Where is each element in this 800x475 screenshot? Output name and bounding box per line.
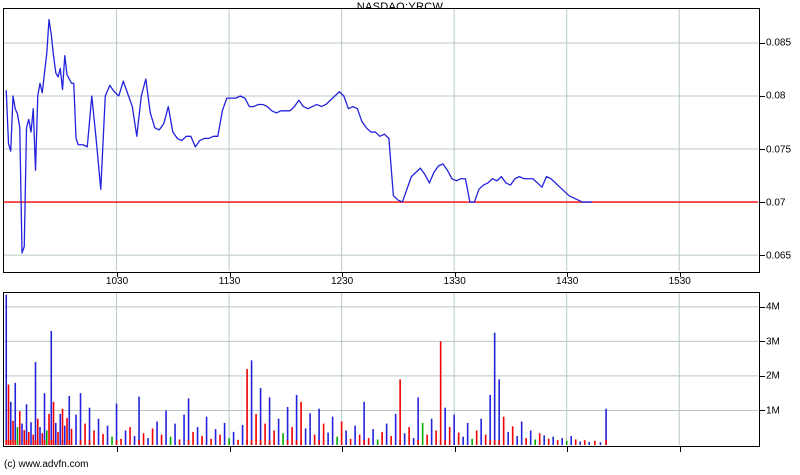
price-x-tick-1430: 1430 bbox=[556, 276, 579, 287]
volume-y-tick-1M: 1M bbox=[766, 405, 780, 417]
price-x-tickmark bbox=[117, 273, 119, 277]
volume-chart-svg bbox=[4, 293, 758, 445]
volume-y-tick-2M: 2M bbox=[766, 370, 780, 382]
volume-y-tickmark bbox=[760, 341, 765, 343]
price-y-tickmark bbox=[760, 95, 765, 97]
price-x-tickmark bbox=[229, 273, 231, 277]
volume-y-tickmark bbox=[760, 375, 765, 377]
volume-y-tick-3M: 3M bbox=[766, 336, 780, 348]
volume-y-tickmark bbox=[760, 410, 765, 412]
price-x-tickmark bbox=[679, 273, 681, 277]
copyright-footer: (c) www.advfn.com bbox=[4, 459, 89, 470]
price-y-tickmark bbox=[760, 42, 765, 44]
price-x-tick-1330: 1330 bbox=[443, 276, 466, 287]
price-x-tickmark bbox=[342, 273, 344, 277]
price-y-tick-0.07: 0.07 bbox=[766, 197, 786, 209]
price-y-tick-0.085: 0.085 bbox=[766, 37, 792, 49]
price-chart-svg bbox=[4, 9, 758, 271]
price-x-tick-1530: 1530 bbox=[668, 276, 691, 287]
volume-x-tickmark bbox=[567, 447, 569, 452]
price-y-tick-0.08: 0.08 bbox=[766, 90, 786, 102]
volume-x-tickmark bbox=[117, 447, 119, 452]
price-y-tickmark bbox=[760, 149, 765, 151]
volume-x-tickmark bbox=[342, 447, 344, 452]
price-x-tick-1030: 1030 bbox=[105, 276, 129, 287]
price-x-tick-1130: 1130 bbox=[218, 276, 241, 287]
volume-x-tickmark bbox=[229, 447, 231, 452]
price-y-tick-0.075: 0.075 bbox=[766, 144, 792, 156]
volume-x-tickmark bbox=[454, 447, 456, 452]
price-chart-panel[interactable] bbox=[3, 8, 760, 273]
volume-y-tick-4M: 4M bbox=[766, 301, 780, 313]
price-x-tick-1230: 1230 bbox=[330, 276, 354, 287]
volume-x-tickmark bbox=[679, 447, 681, 452]
price-y-tickmark bbox=[760, 202, 765, 204]
price-y-tick-0.065: 0.065 bbox=[766, 250, 792, 262]
price-y-tickmark bbox=[760, 255, 765, 257]
price-x-tickmark bbox=[454, 273, 456, 277]
volume-y-tickmark bbox=[760, 306, 765, 308]
volume-chart-panel[interactable] bbox=[3, 292, 760, 447]
price-x-tickmark bbox=[567, 273, 569, 277]
